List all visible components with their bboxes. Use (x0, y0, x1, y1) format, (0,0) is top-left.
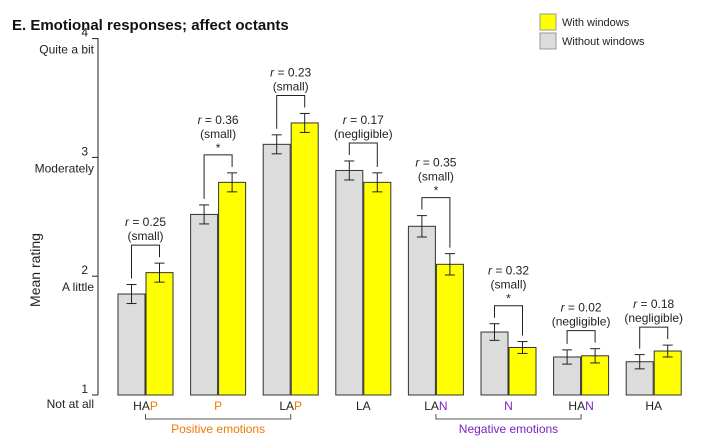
effect-size-label: (negligible) (334, 127, 393, 141)
category-prefix: LA (279, 399, 294, 413)
y-tick-text: Not at all (47, 397, 94, 411)
bar (218, 181, 247, 396)
effect-size-label: (negligible) (624, 311, 683, 325)
y-tick-number: 3 (81, 144, 88, 158)
correlation-label: r = 0.25 (125, 215, 166, 229)
correlation-label: r = 0.02 (561, 301, 602, 315)
r-value: = 0.17 (350, 113, 384, 127)
r-symbol: r (415, 156, 422, 170)
r-symbol: r (488, 264, 495, 278)
r-value: = 0.02 (568, 301, 602, 315)
y-tick-number: 1 (81, 382, 88, 396)
significance-bracket (131, 244, 160, 279)
bar (435, 263, 464, 396)
category-prefix: LA (424, 399, 439, 413)
effect-size-label: (small) (418, 170, 454, 184)
r-value: = 0.35 (423, 156, 457, 170)
r-value: = 0.36 (205, 113, 239, 127)
category-suffix: P (150, 399, 158, 413)
category-suffix: N (504, 399, 513, 413)
group-label: Negative emotions (459, 422, 558, 436)
legend-label: With windows (562, 17, 630, 29)
group-bracket (435, 414, 582, 420)
category-label: N (504, 399, 513, 413)
r-symbol: r (270, 65, 277, 79)
category-suffix: P (294, 399, 302, 413)
significance-bracket (566, 330, 596, 344)
y-axis-label: Mean rating (27, 233, 43, 307)
y-tick-text: Moderately (35, 161, 94, 175)
r-symbol: r (198, 113, 205, 127)
y-tick-number: 4 (81, 26, 88, 40)
category-prefix: HA (645, 399, 662, 413)
significance-bracket (494, 305, 523, 336)
category-label: HAP (133, 399, 158, 413)
effect-size-label: (small) (491, 278, 527, 292)
y-tick-text: Quite a bit (39, 43, 94, 57)
y-tick-number: 2 (81, 263, 88, 277)
significance-bracket (639, 326, 669, 349)
significance-star: * (216, 141, 221, 155)
bar (508, 346, 537, 396)
category-prefix: HA (133, 399, 150, 413)
significance-bracket (348, 142, 378, 167)
bar (363, 181, 392, 396)
legend-label: Without windows (562, 36, 645, 48)
group-bracket (145, 414, 292, 420)
effect-size-label: (small) (200, 127, 236, 141)
correlation-label: r = 0.18 (633, 297, 674, 311)
bar (290, 122, 319, 396)
bar (653, 350, 682, 396)
correlation-label: r = 0.17 (343, 113, 384, 127)
category-prefix: LA (356, 399, 371, 413)
category-label: P (214, 399, 222, 413)
bar (117, 293, 146, 396)
bar (407, 225, 436, 396)
chart-title: E. Emotional responses; affect octants (12, 17, 289, 34)
category-suffix: N (585, 399, 594, 413)
legend-swatch (539, 32, 557, 50)
r-symbol: r (343, 113, 350, 127)
significance-bracket (276, 94, 306, 129)
category-label: HA (645, 399, 662, 413)
significance-bracket (203, 154, 233, 199)
category-suffix: P (214, 399, 222, 413)
correlation-label: r = 0.35 (415, 156, 456, 170)
r-value: = 0.18 (641, 297, 675, 311)
category-prefix: HA (568, 399, 585, 413)
r-value: = 0.23 (278, 65, 312, 79)
significance-star: * (506, 292, 511, 306)
r-value: = 0.32 (495, 264, 529, 278)
r-value: = 0.25 (132, 215, 166, 229)
correlation-label: r = 0.32 (488, 264, 529, 278)
bar (335, 169, 364, 396)
category-suffix: N (439, 399, 448, 413)
category-label: LA (356, 399, 371, 413)
bar (262, 143, 291, 396)
r-symbol: r (125, 215, 132, 229)
effect-size-label: (small) (273, 79, 309, 93)
correlation-label: r = 0.23 (270, 65, 311, 79)
legend-swatch (539, 13, 557, 31)
significance-star: * (434, 184, 439, 198)
bar (145, 272, 174, 396)
bar (190, 213, 219, 396)
category-label: LAN (424, 399, 447, 413)
group-label: Positive emotions (171, 422, 265, 436)
correlation-label: r = 0.36 (198, 113, 239, 127)
bar (480, 331, 509, 396)
r-symbol: r (561, 301, 568, 315)
r-symbol: r (633, 297, 640, 311)
category-label: HAN (568, 399, 593, 413)
effect-size-label: (negligible) (552, 315, 611, 329)
significance-bracket (421, 197, 451, 248)
effect-size-label: (small) (128, 229, 164, 243)
category-label: LAP (279, 399, 302, 413)
y-tick-text: A little (62, 280, 94, 294)
